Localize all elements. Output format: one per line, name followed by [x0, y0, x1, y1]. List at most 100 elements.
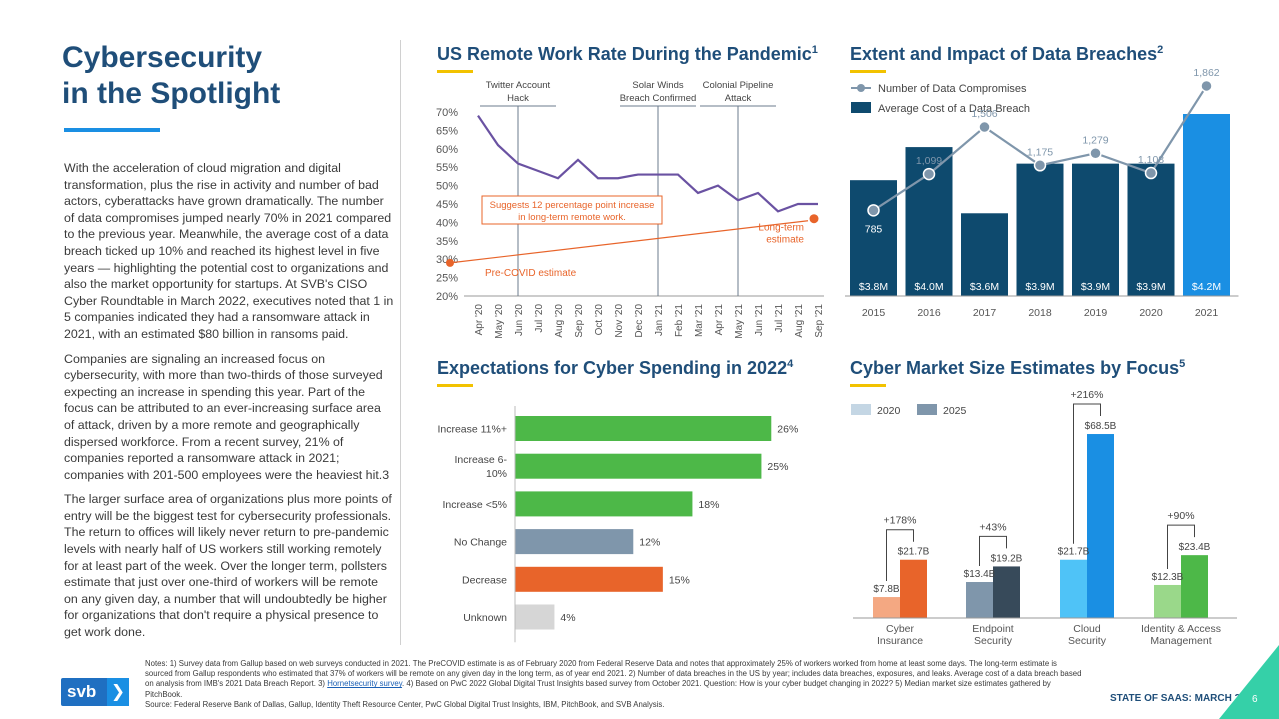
market-value-2020: $13.4B [964, 569, 996, 580]
spending-bar [515, 604, 555, 630]
longterm-estimate-label: estimate [766, 235, 804, 246]
y-tick-label: 25% [436, 273, 458, 285]
market-value-2020: $7.8B [873, 584, 899, 595]
compromises-label: 1,099 [916, 155, 942, 167]
growth-bracket [886, 529, 914, 582]
market-bar-2025 [1181, 555, 1208, 618]
compromises-point [1033, 159, 1047, 172]
legend-compromises-label: Number of Data Compromises [878, 83, 1027, 95]
growth-label: +178% [884, 515, 917, 527]
column-divider [400, 40, 401, 645]
year-label: 2015 [862, 307, 886, 319]
x-tick-label: Apr '21 [714, 304, 725, 336]
data-breaches-title-text: Extent and Impact of Data Breaches [850, 44, 1158, 64]
y-tick-label: 65% [436, 125, 458, 137]
spending-bar [515, 416, 772, 441]
market-size-title: Cyber Market Size Estimates by Focus5 [850, 358, 1185, 379]
market-value-2025: $23.4B [1179, 542, 1211, 553]
x-tick-label: Dec '20 [634, 304, 645, 338]
remote-work-title-sup: 1 [811, 44, 818, 56]
cost-bar-label: $3.8M [859, 281, 888, 293]
callout-text: Suggests 12 percentage point increase [490, 200, 655, 211]
spending-bar [515, 491, 693, 517]
market-bar-2020 [1154, 584, 1181, 618]
x-tick-label: Jul '21 [774, 304, 785, 333]
spending-category-label: No Change [454, 537, 507, 549]
cyber-spending-title-rule [437, 384, 473, 387]
x-tick-label: Jul '20 [534, 304, 545, 333]
data-breaches-chart: Number of Data Compromises Average Cost o… [845, 67, 1239, 319]
precovid-estimate-point [446, 258, 454, 267]
market-size-title-sup: 5 [1179, 358, 1186, 370]
market-bar-2020 [873, 597, 900, 618]
legend-cost-swatch [851, 102, 871, 113]
remote-work-rate-line [477, 115, 818, 213]
growth-label: +43% [979, 521, 1006, 533]
cyber-spending-title-text: Expectations for Cyber Spending in 2022 [437, 358, 788, 378]
spending-bar [515, 529, 634, 555]
market-bar-2020 [1060, 559, 1087, 618]
notes-line-3b: . 4) Based on PwC 2022 Global Digital Tr… [145, 679, 1051, 699]
y-tick-label: 60% [436, 144, 458, 156]
footer-title: STATE OF SAAS: MARCH 2022 [1110, 693, 1257, 704]
spending-category-label: Increase <5% [443, 499, 508, 511]
estimate-trend-line [449, 220, 809, 264]
event-label: Solar Winds [632, 80, 683, 91]
market-category-label: Security [974, 635, 1013, 647]
growth-bracket [1073, 403, 1101, 544]
cost-bar [1183, 114, 1230, 296]
spending-bar [515, 566, 663, 592]
y-tick-label: 40% [436, 217, 458, 229]
year-label: 2016 [917, 307, 941, 319]
page-title-line2: in the Spotlight [62, 77, 281, 110]
callout-text: in long-term remote work. [518, 212, 626, 223]
svb-logo-text: svb [67, 682, 97, 701]
remote-work-title-rule [437, 70, 473, 73]
market-bar-2020 [966, 582, 993, 618]
x-tick-label: Aug '21 [794, 304, 805, 338]
x-tick-label: Jan '21 [654, 304, 665, 336]
market-size-title-rule [850, 384, 886, 387]
compromises-point [1089, 147, 1102, 160]
spending-value-label: 18% [698, 499, 719, 511]
legend-2020-label: 2020 [877, 405, 901, 417]
market-category-label: Management [1150, 635, 1211, 647]
y-tick-label: 45% [436, 199, 458, 211]
spending-value-label: 25% [767, 461, 788, 473]
paragraph-2: Companies are signaling an increased foc… [64, 351, 390, 482]
x-tick-label: Aug '20 [554, 304, 565, 338]
x-tick-label: Oct '20 [594, 304, 605, 336]
spending-value-label: 15% [669, 574, 690, 586]
cost-bar [1127, 163, 1175, 296]
x-tick-label: Sep '20 [574, 304, 585, 338]
event-label: Hack [507, 93, 529, 104]
paragraph-3: The larger surface area of organizations… [64, 492, 392, 640]
spending-category-label: Increase 6- [454, 454, 507, 466]
spending-category-label: Decrease [462, 574, 507, 586]
cost-bar-label: $4.2M [1192, 281, 1221, 293]
market-category-label: Security [1068, 635, 1107, 647]
notes-line-1: Notes: 1) Survey data from Gallup based … [145, 659, 1057, 668]
market-value-2025: $68.5B [1085, 421, 1117, 432]
y-tick-label: 20% [436, 291, 458, 303]
hornetsecurity-link[interactable]: Hornetsecurity survey [327, 679, 403, 689]
compromises-label: 1,279 [1082, 134, 1108, 146]
svb-logo: svb ❯ [61, 678, 129, 706]
remote-work-title: US Remote Work Rate During the Pandemic1 [437, 44, 818, 65]
compromises-label: 785 [865, 223, 883, 235]
year-label: 2021 [1195, 307, 1219, 319]
chevron-right-icon: ❯ [107, 678, 129, 706]
x-tick-label: May '21 [734, 304, 745, 339]
event-label: Breach Confirmed [620, 93, 697, 104]
x-tick-label: Apr '20 [474, 304, 485, 336]
market-category-label: Cyber [886, 623, 915, 635]
x-tick-label: Sep '21 [814, 304, 825, 338]
longterm-estimate-point [809, 214, 819, 224]
page-title: Cybersecurity in the Spotlight [62, 40, 362, 112]
compromises-point [922, 167, 936, 181]
x-tick-label: Jun '20 [514, 304, 525, 336]
cost-bar-label: $3.9M [1081, 281, 1110, 293]
data-breaches-title-sup: 2 [1157, 44, 1164, 56]
remote-work-chart: 20%25%30%35%40%45%50%55%60%65%70%Apr '20… [436, 80, 825, 339]
x-tick-label: Nov '20 [614, 304, 625, 338]
